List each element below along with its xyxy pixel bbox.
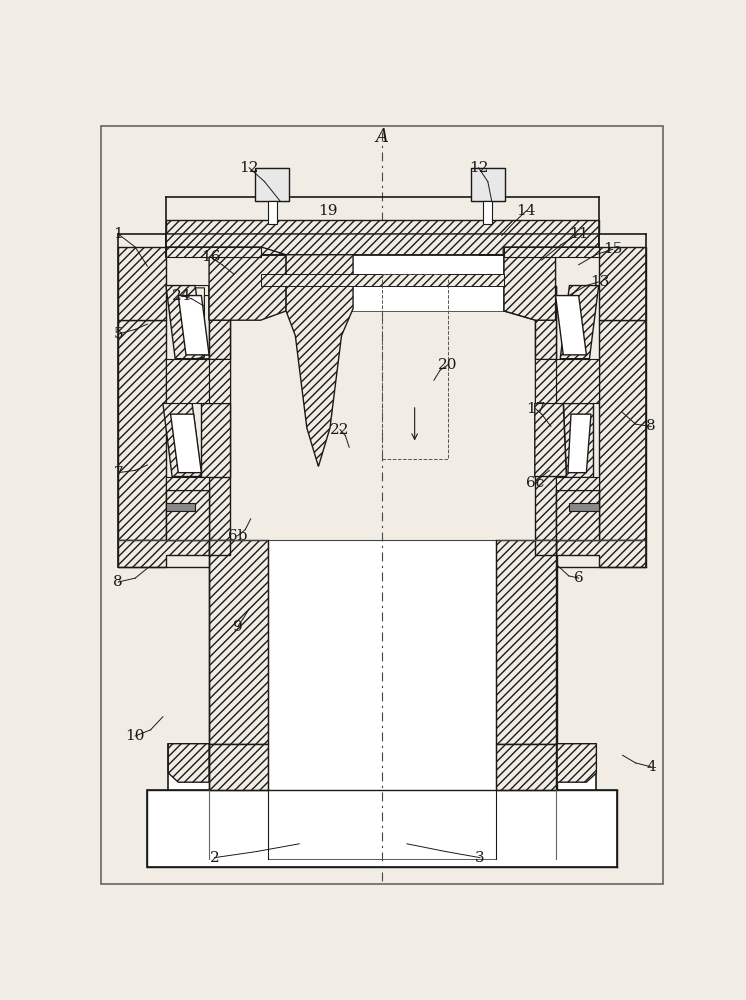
Polygon shape bbox=[568, 414, 591, 473]
Polygon shape bbox=[599, 320, 647, 540]
Text: 12: 12 bbox=[239, 161, 259, 175]
Text: 17: 17 bbox=[526, 402, 545, 416]
Polygon shape bbox=[209, 540, 269, 744]
Polygon shape bbox=[504, 247, 599, 257]
Polygon shape bbox=[195, 286, 209, 359]
Polygon shape bbox=[483, 201, 492, 224]
Polygon shape bbox=[209, 286, 230, 540]
Polygon shape bbox=[557, 744, 596, 782]
Polygon shape bbox=[171, 414, 201, 473]
Polygon shape bbox=[163, 403, 201, 477]
Polygon shape bbox=[209, 286, 230, 359]
Polygon shape bbox=[563, 403, 592, 477]
Polygon shape bbox=[118, 540, 209, 567]
Polygon shape bbox=[260, 255, 504, 311]
Text: 20: 20 bbox=[438, 358, 457, 372]
Polygon shape bbox=[556, 540, 647, 567]
Polygon shape bbox=[166, 503, 195, 511]
Polygon shape bbox=[556, 477, 599, 490]
Text: 6c: 6c bbox=[527, 476, 545, 490]
Polygon shape bbox=[169, 744, 209, 782]
Polygon shape bbox=[209, 255, 286, 320]
Polygon shape bbox=[166, 220, 599, 234]
Polygon shape bbox=[599, 247, 647, 320]
Polygon shape bbox=[169, 744, 596, 790]
Polygon shape bbox=[569, 503, 599, 511]
Text: 4: 4 bbox=[646, 760, 656, 774]
Polygon shape bbox=[286, 234, 479, 255]
Text: 11: 11 bbox=[569, 227, 589, 241]
Polygon shape bbox=[535, 540, 556, 555]
Polygon shape bbox=[496, 744, 557, 790]
Polygon shape bbox=[148, 790, 617, 867]
Polygon shape bbox=[556, 296, 586, 355]
Text: 14: 14 bbox=[516, 204, 536, 218]
Polygon shape bbox=[535, 286, 556, 359]
Polygon shape bbox=[479, 255, 556, 320]
Polygon shape bbox=[556, 359, 599, 403]
Polygon shape bbox=[166, 234, 286, 320]
Polygon shape bbox=[535, 359, 556, 403]
Polygon shape bbox=[471, 168, 505, 201]
Text: 24: 24 bbox=[172, 289, 191, 303]
Polygon shape bbox=[260, 255, 353, 466]
Polygon shape bbox=[556, 490, 599, 540]
Polygon shape bbox=[118, 247, 166, 320]
Text: 3: 3 bbox=[475, 851, 485, 865]
Text: 8: 8 bbox=[646, 419, 656, 433]
Text: 13: 13 bbox=[590, 275, 609, 289]
Polygon shape bbox=[535, 403, 566, 477]
Text: 6: 6 bbox=[574, 571, 583, 585]
Polygon shape bbox=[496, 540, 557, 744]
Text: 15: 15 bbox=[603, 242, 622, 256]
Polygon shape bbox=[209, 540, 230, 555]
Polygon shape bbox=[178, 296, 209, 355]
Polygon shape bbox=[201, 403, 230, 477]
Polygon shape bbox=[118, 320, 166, 540]
Polygon shape bbox=[166, 234, 599, 255]
Text: 1: 1 bbox=[113, 227, 123, 241]
Text: 2: 2 bbox=[210, 851, 219, 865]
Text: 12: 12 bbox=[468, 161, 489, 175]
Text: 7: 7 bbox=[113, 466, 123, 480]
Polygon shape bbox=[166, 247, 260, 257]
Text: 16: 16 bbox=[201, 250, 220, 264]
Polygon shape bbox=[166, 286, 204, 359]
Polygon shape bbox=[255, 168, 289, 201]
Polygon shape bbox=[560, 286, 599, 359]
Text: 8: 8 bbox=[113, 575, 123, 589]
Polygon shape bbox=[209, 359, 230, 403]
Text: 22: 22 bbox=[330, 423, 350, 437]
Text: 10: 10 bbox=[125, 729, 145, 743]
Polygon shape bbox=[260, 274, 504, 286]
Polygon shape bbox=[535, 286, 556, 540]
Polygon shape bbox=[166, 477, 209, 490]
Polygon shape bbox=[166, 359, 209, 403]
Polygon shape bbox=[166, 490, 209, 540]
Polygon shape bbox=[209, 744, 269, 790]
Polygon shape bbox=[268, 201, 277, 224]
Text: A: A bbox=[376, 128, 389, 146]
Polygon shape bbox=[269, 540, 496, 859]
Polygon shape bbox=[479, 234, 599, 320]
Text: 9: 9 bbox=[233, 620, 242, 634]
Text: 5: 5 bbox=[113, 327, 123, 341]
Text: 19: 19 bbox=[318, 204, 337, 218]
Text: 6b: 6b bbox=[228, 529, 248, 543]
